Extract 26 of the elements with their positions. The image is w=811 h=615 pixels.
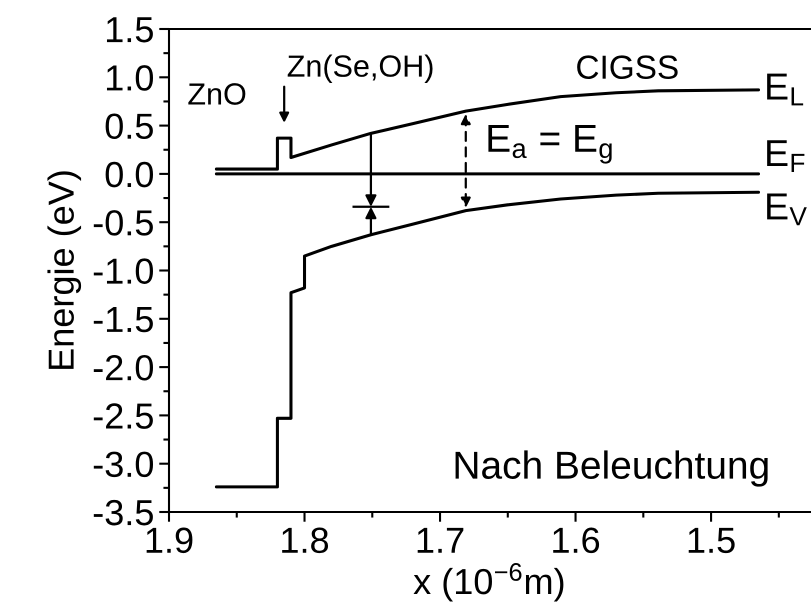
y-tick-label: 1.5 — [106, 17, 153, 42]
x-tick-label: 1.8 — [282, 528, 328, 554]
y-tick-label: -3.5 — [94, 500, 153, 526]
series-label: E$_{L}$ — [767, 74, 804, 106]
x-tick-label: 1.6 — [553, 528, 600, 554]
x-tick-label: 1.5 — [688, 528, 735, 554]
y-tick-label: -3.0 — [94, 452, 154, 478]
y-tick-label: -2.0 — [94, 354, 154, 381]
x-tick-label: 1.7 — [418, 528, 464, 553]
y-tick-label: 1.0 — [106, 65, 154, 91]
series-label: E$_{F}$ — [767, 140, 804, 172]
y-tick-label: -2.5 — [94, 403, 153, 429]
y-tick-label: -1.0 — [94, 258, 154, 284]
y-tick-label: -0.5 — [94, 210, 153, 236]
x-tick-label: 1.9 — [146, 528, 192, 554]
annotation: CIGSS — [577, 55, 678, 80]
y-tick-label: -1.5 — [94, 307, 153, 332]
annotation: E$_{a}$ = E$_{g}$ — [488, 125, 612, 164]
y-axis-title: Energie (eV) — [47, 171, 82, 369]
annotation: ZnO — [188, 83, 246, 105]
series-label: E$_{V}$ — [767, 194, 807, 226]
y-tick-label: 0.0 — [106, 162, 154, 188]
annotation: Zn(Se,OH) — [288, 54, 433, 83]
annotation: Nach Beleuchtung — [456, 450, 768, 487]
y-tick-label: 0.5 — [106, 113, 153, 140]
x-axis-title: x (10$^{−6}$m) — [414, 563, 564, 602]
